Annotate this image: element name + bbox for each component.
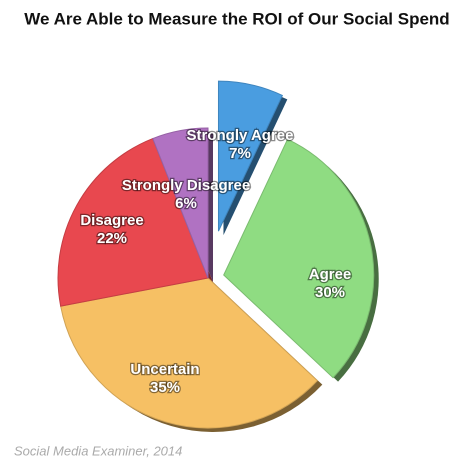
- slice: [57, 137, 209, 307]
- slice-label: Disagree: [80, 212, 143, 229]
- slice-label: Agree: [309, 266, 352, 283]
- value-label: 6%: [175, 195, 197, 212]
- slice: [223, 138, 375, 379]
- slice-label: Strongly Agree: [187, 127, 294, 144]
- value-label: 7%: [229, 145, 251, 162]
- source: Social Media Examiner, 2014: [14, 443, 182, 458]
- chart-title: We Are Able to Measure the ROI of Our So…: [24, 9, 449, 28]
- slice: [60, 277, 319, 429]
- slice-label: Uncertain: [130, 361, 199, 378]
- slice-label: Strongly Disagree: [122, 177, 250, 194]
- value-label: 22%: [97, 230, 127, 247]
- slice: [217, 80, 284, 232]
- value-label: 35%: [150, 379, 180, 396]
- value-label: 30%: [315, 284, 345, 301]
- slice: [152, 127, 209, 279]
